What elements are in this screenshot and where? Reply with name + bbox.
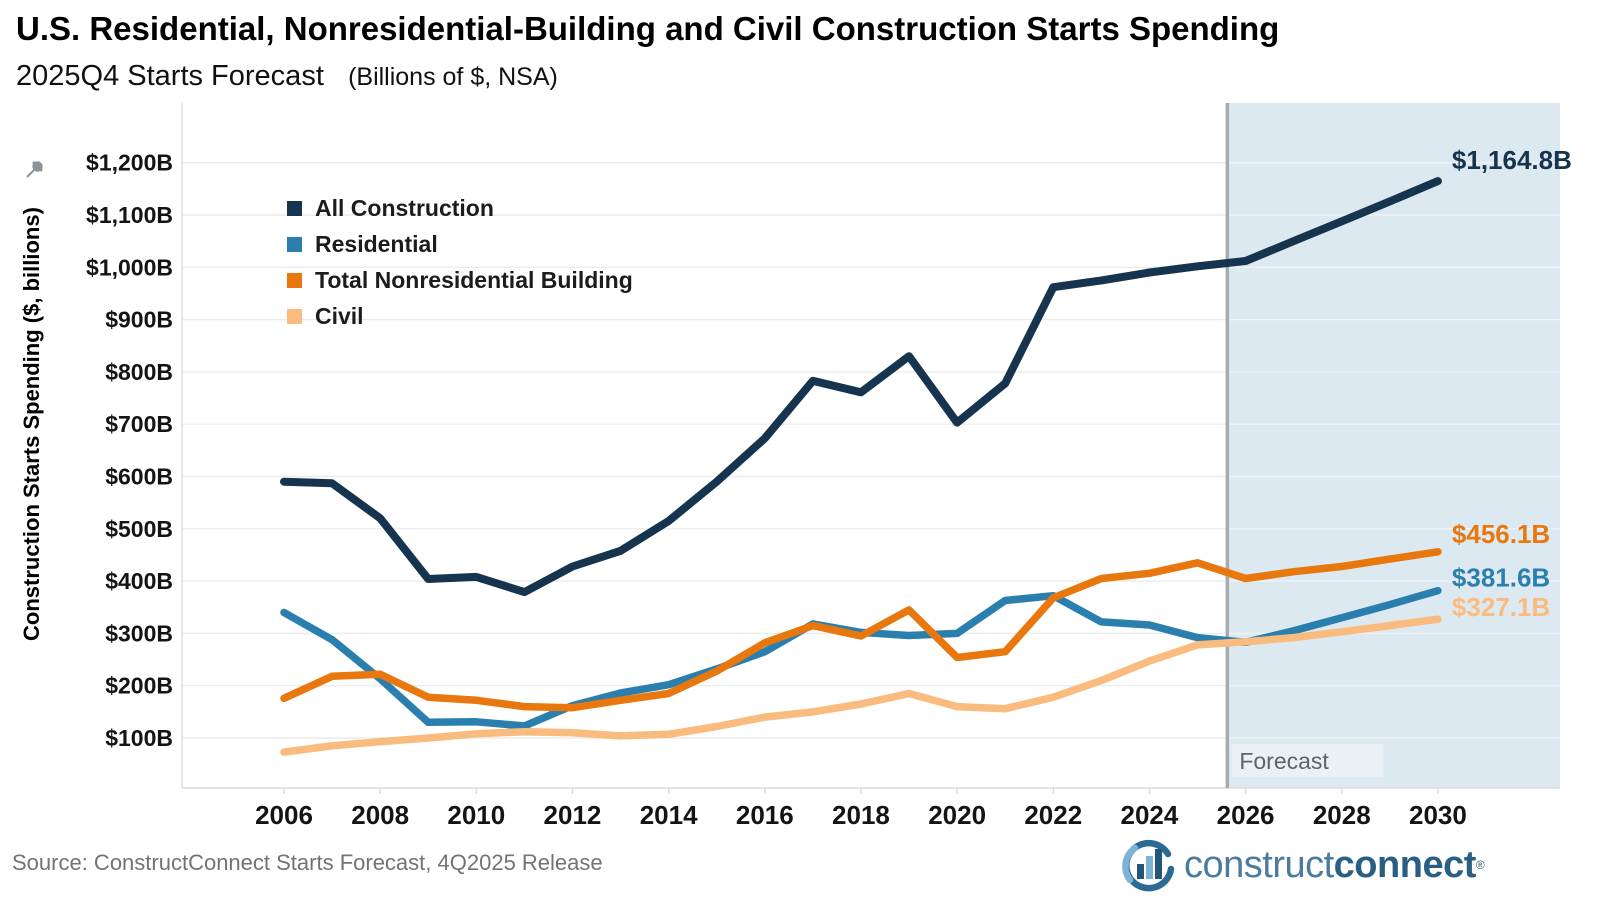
subtitle-text: 2025Q4 Starts Forecast: [16, 60, 324, 92]
y-tick-label: $500B: [105, 516, 173, 542]
forecast-band: [1227, 103, 1560, 788]
x-tick-label: 2030: [1409, 800, 1467, 830]
series-line-all-construction[interactable]: [280, 177, 1442, 597]
legend-swatch-all-construction: [287, 200, 302, 216]
x-tick-label: 2026: [1217, 800, 1275, 830]
legend-label: Civil: [315, 302, 364, 329]
y-tick-label: $300B: [105, 620, 173, 646]
logo-connect-text: connect: [1333, 843, 1477, 886]
x-tick-label: 2014: [640, 800, 698, 830]
legend-swatch-civil: [287, 308, 302, 324]
x-tick-label: 2018: [832, 800, 890, 830]
constructconnect-logo[interactable]: constructconnect®: [1118, 836, 1485, 894]
y-tick-label: $900B: [105, 307, 173, 333]
logo-registered-mark: ®: [1475, 857, 1485, 872]
legend-label: Total Nonresidential Building: [315, 266, 633, 293]
forecast-label-box: [1231, 744, 1384, 777]
y-tick-label: $1,200B: [86, 150, 173, 176]
y-tick-label: $800B: [105, 359, 173, 385]
end-label-civil: $327.1B: [1452, 592, 1550, 622]
x-tick-label: 2006: [255, 800, 313, 830]
legend-swatch-total-nonresidential-building: [287, 272, 302, 288]
x-tick-label: 2010: [447, 800, 505, 830]
constructconnect-logo-icon: [1122, 839, 1175, 892]
x-tick-label: 2028: [1313, 800, 1371, 830]
y-tick-label: $1,100B: [86, 202, 173, 228]
page-title: U.S. Residential, Nonresidential-Buildin…: [16, 10, 1280, 47]
x-tick-label: 2020: [928, 800, 986, 830]
page-subtitle: 2025Q4 Starts Forecast (Billions of $, N…: [16, 60, 558, 93]
legend-label: Residential: [315, 230, 438, 257]
end-label-all-construction: $1,164.8B: [1452, 145, 1572, 175]
y-tick-label: $600B: [105, 464, 173, 490]
y-tick-label: $400B: [105, 568, 173, 594]
logo-construct-text: construct: [1184, 843, 1334, 886]
pinned-axis-icon[interactable]: [24, 158, 46, 180]
end-label-total-nonresidential-building: $456.1B: [1452, 519, 1550, 549]
x-tick-label: 2016: [736, 800, 794, 830]
legend-item-total-nonresidential-building[interactable]: Total Nonresidential Building: [287, 262, 633, 298]
legend-item-residential[interactable]: Residential: [287, 226, 633, 262]
x-tick-label: 2022: [1024, 800, 1082, 830]
y-tick-label: $200B: [105, 673, 173, 699]
x-tick-label: 2024: [1121, 800, 1179, 830]
subtitle-note: (Billions of $, NSA): [348, 63, 558, 91]
end-label-residential: $381.6B: [1452, 563, 1550, 593]
legend-item-civil[interactable]: Civil: [287, 298, 633, 334]
x-tick-label: 2008: [351, 800, 409, 830]
series-line-total-nonresidential-building[interactable]: [280, 548, 1442, 712]
legend-label: All Construction: [315, 194, 494, 221]
series-line-civil[interactable]: [280, 615, 1442, 756]
legend-swatch-residential: [287, 236, 302, 252]
y-tick-label: $700B: [105, 411, 173, 437]
forecast-label: Forecast: [1239, 748, 1329, 774]
y-tick-label: $1,000B: [86, 254, 173, 280]
x-tick-label: 2012: [544, 800, 602, 830]
source-note: Source: ConstructConnect Starts Forecast…: [12, 850, 603, 875]
y-tick-label: $100B: [105, 725, 173, 751]
chart-legend: All Construction Residential Total Nonresi…: [287, 190, 633, 334]
legend-item-all-construction[interactable]: All Construction: [287, 190, 633, 226]
